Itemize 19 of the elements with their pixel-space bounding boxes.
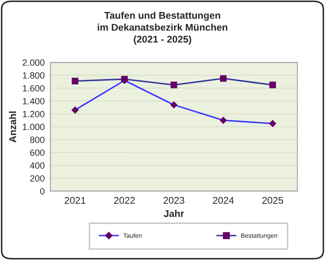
x-tick-label: 2021: [64, 196, 86, 204]
x-tick-label: 2023: [164, 196, 184, 204]
x-tick-label: 2025: [262, 196, 284, 204]
y-axis-title: Anzahl: [9, 112, 16, 142]
chart-title: Taufen und Bestattungen im Dekanatsbezirk München (2021 - 2025): [98, 12, 228, 45]
y-tick-label: 1.000: [22, 124, 44, 130]
y-tick-label: 200: [30, 175, 44, 182]
y-tick-label: 400: [30, 162, 44, 169]
x-tick-label: 2024: [212, 196, 234, 204]
y-tick-label: 1.400: [22, 98, 44, 104]
y-tick-label: 1.800: [22, 72, 44, 79]
y-tick-label: 1.200: [22, 110, 44, 118]
y-tick-label: 800: [30, 136, 44, 143]
x-axis-title: Jahr: [164, 210, 184, 218]
y-tick-label: 1.600: [22, 85, 44, 92]
x-tick-label: 2022: [114, 196, 135, 204]
y-tick-label: 600: [30, 149, 44, 156]
y-tick-label: 0: [40, 188, 44, 194]
y-tick-label: 2.000: [22, 59, 44, 66]
